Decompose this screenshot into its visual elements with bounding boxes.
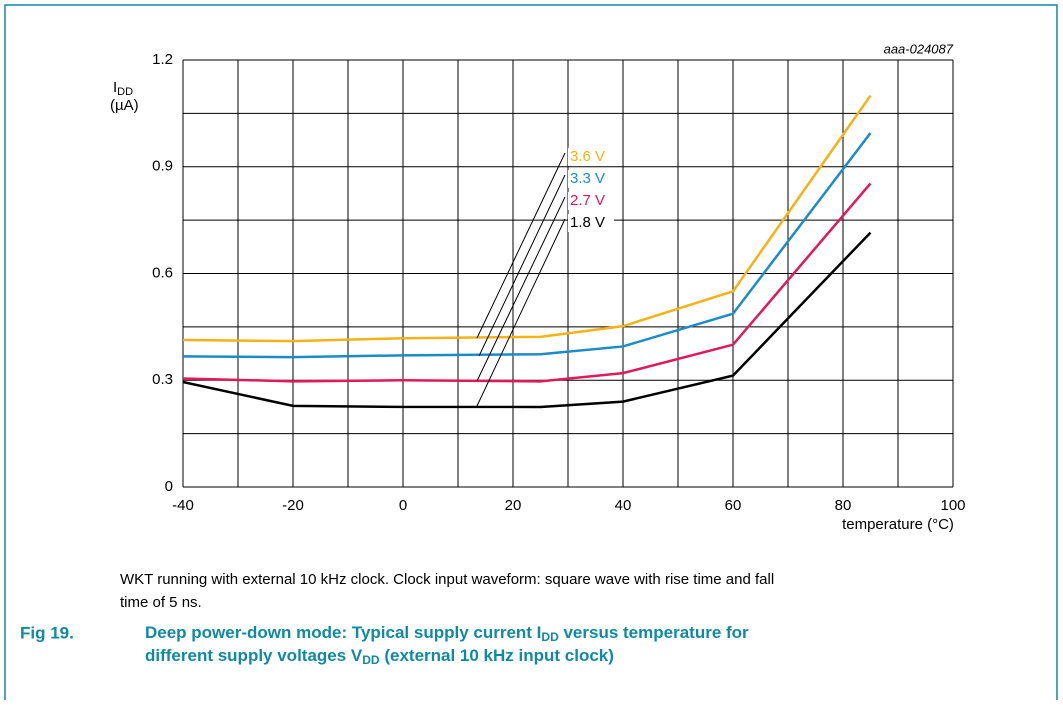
y-tick-label: 0.6 — [152, 264, 173, 281]
label-bg — [568, 214, 614, 232]
y-label-main: I — [113, 79, 117, 96]
leader-line — [478, 174, 566, 357]
x-tick-label: 100 — [940, 497, 965, 514]
y-label-sub: DD — [117, 86, 133, 98]
label-bg — [568, 170, 614, 188]
title-part: different supply voltages V — [145, 646, 363, 665]
figure-id: aaa-024087 — [884, 41, 954, 56]
series-label: 3.3 V — [570, 170, 605, 187]
x-tick-label: 60 — [725, 497, 742, 514]
y-tick-label: 0.9 — [152, 158, 173, 175]
note-line: time of 5 ns. — [120, 594, 202, 611]
y-tick-label: 0 — [165, 478, 173, 495]
x-tick-label: -40 — [172, 497, 194, 514]
title-part: (external 10 kHz input clock) — [380, 646, 614, 665]
title-part: versus temperature for — [559, 623, 749, 642]
fig-label: Fig 19. — [20, 623, 74, 642]
label-bg — [568, 148, 614, 166]
series-line — [182, 182, 872, 383]
fig-title: different supply voltages VDD (external … — [145, 646, 614, 667]
series-label: 2.7 V — [570, 192, 605, 209]
y-tick-label: 0.3 — [152, 371, 173, 388]
y-tick-label: 1.2 — [152, 51, 173, 68]
series-line — [182, 231, 872, 409]
y-axis-unit: (µA) — [110, 97, 139, 114]
title-sub: DD — [541, 630, 559, 644]
title-sub: DD — [362, 653, 380, 667]
leader-line — [476, 218, 566, 407]
series-label: 1.8 V — [570, 214, 605, 231]
label-bg — [568, 192, 614, 210]
x-axis-label: temperature (°C) — [842, 516, 954, 533]
x-tick-label: 40 — [615, 497, 632, 514]
title-part: Deep power-down mode: Typical supply cur… — [145, 623, 541, 642]
note-line: WKT running with external 10 kHz clock. … — [120, 571, 774, 588]
x-tick-label: 0 — [399, 497, 407, 514]
fig-title: Deep power-down mode: Typical supply cur… — [145, 623, 749, 644]
series-line — [182, 132, 872, 359]
series-line — [182, 94, 872, 343]
x-tick-label: 20 — [505, 497, 522, 514]
leader-line — [476, 196, 566, 382]
y-axis-label: IDD — [113, 79, 133, 98]
x-tick-label: -20 — [282, 497, 304, 514]
x-tick-label: 80 — [835, 497, 852, 514]
leader-line — [476, 152, 566, 339]
figure-frame — [4, 4, 1058, 705]
series-label: 3.6 V — [570, 148, 605, 165]
